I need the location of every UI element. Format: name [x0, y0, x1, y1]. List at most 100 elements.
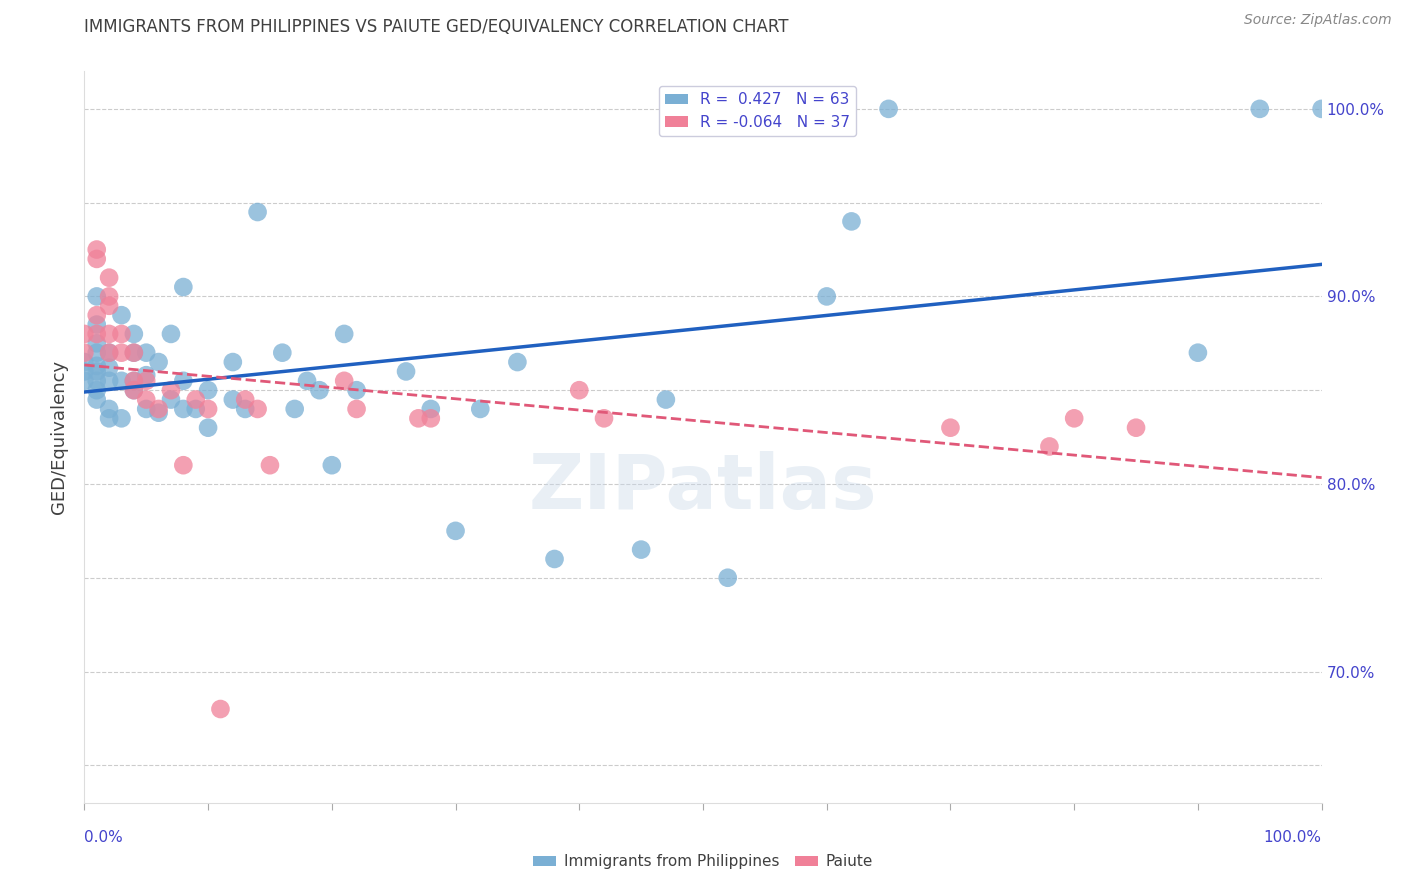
Text: 100.0%: 100.0%: [1264, 830, 1322, 845]
Point: [98, 401, 121, 416]
Point: [1310, 102, 1333, 116]
Point: [148, 355, 170, 369]
Point: [86, 392, 108, 407]
Point: [346, 383, 368, 397]
Point: [1063, 411, 1085, 425]
Point: [939, 420, 962, 434]
Text: 0.0%: 0.0%: [84, 830, 124, 845]
Point: [197, 420, 219, 434]
Point: [98, 299, 121, 313]
Point: [308, 383, 330, 397]
Point: [148, 401, 170, 416]
Point: [86, 359, 108, 373]
Point: [160, 383, 183, 397]
Point: [86, 252, 108, 266]
Y-axis label: GED/Equivalency: GED/Equivalency: [51, 360, 69, 514]
Point: [444, 524, 467, 538]
Point: [110, 326, 132, 341]
Point: [160, 392, 183, 407]
Point: [135, 401, 157, 416]
Point: [346, 401, 368, 416]
Point: [98, 374, 121, 388]
Point: [148, 406, 170, 420]
Point: [470, 401, 492, 416]
Point: [86, 383, 108, 397]
Point: [73, 355, 96, 369]
Point: [86, 336, 108, 351]
Point: [295, 374, 318, 388]
Point: [122, 383, 145, 397]
Point: [209, 702, 232, 716]
Point: [86, 364, 108, 378]
Point: [233, 392, 256, 407]
Point: [333, 326, 356, 341]
Text: Source: ZipAtlas.com: Source: ZipAtlas.com: [1244, 13, 1392, 28]
Point: [73, 345, 96, 359]
Point: [86, 289, 108, 303]
Point: [86, 345, 108, 359]
Point: [184, 401, 207, 416]
Point: [98, 326, 121, 341]
Point: [815, 289, 838, 303]
Point: [122, 383, 145, 397]
Point: [419, 411, 441, 425]
Point: [259, 458, 281, 473]
Point: [73, 326, 96, 341]
Point: [246, 401, 269, 416]
Point: [98, 411, 121, 425]
Point: [172, 280, 194, 294]
Point: [271, 345, 294, 359]
Point: [110, 411, 132, 425]
Point: [841, 214, 863, 228]
Point: [122, 374, 145, 388]
Point: [98, 345, 121, 359]
Point: [321, 458, 343, 473]
Point: [197, 401, 219, 416]
Point: [98, 345, 121, 359]
Point: [86, 318, 108, 332]
Point: [98, 270, 121, 285]
Point: [284, 401, 307, 416]
Point: [98, 289, 121, 303]
Point: [122, 374, 145, 388]
Point: [333, 374, 356, 388]
Text: IMMIGRANTS FROM PHILIPPINES VS PAIUTE GED/EQUIVALENCY CORRELATION CHART: IMMIGRANTS FROM PHILIPPINES VS PAIUTE GE…: [84, 18, 789, 36]
Point: [73, 364, 96, 378]
Point: [877, 102, 900, 116]
Point: [110, 374, 132, 388]
Point: [110, 308, 132, 322]
Point: [222, 392, 245, 407]
Point: [172, 401, 194, 416]
Point: [86, 374, 108, 388]
Point: [1125, 420, 1147, 434]
Point: [184, 392, 207, 407]
Point: [222, 355, 245, 369]
Point: [197, 383, 219, 397]
Text: ZIPatlas: ZIPatlas: [529, 451, 877, 525]
Point: [717, 571, 740, 585]
Point: [135, 374, 157, 388]
Point: [122, 345, 145, 359]
Point: [73, 374, 96, 388]
Point: [86, 243, 108, 257]
Point: [172, 458, 194, 473]
Legend: R =  0.427   N = 63, R = -0.064   N = 37: R = 0.427 N = 63, R = -0.064 N = 37: [659, 87, 856, 136]
Point: [655, 392, 678, 407]
Point: [98, 360, 121, 375]
Point: [1038, 440, 1060, 454]
Point: [160, 326, 183, 341]
Point: [1187, 345, 1209, 359]
Point: [172, 374, 194, 388]
Point: [233, 401, 256, 416]
Point: [506, 355, 529, 369]
Point: [122, 326, 145, 341]
Point: [110, 345, 132, 359]
Point: [86, 308, 108, 322]
Point: [86, 326, 108, 341]
Legend: Immigrants from Philippines, Paiute: Immigrants from Philippines, Paiute: [527, 848, 879, 875]
Point: [408, 411, 430, 425]
Point: [419, 401, 441, 416]
Point: [543, 552, 565, 566]
Point: [593, 411, 616, 425]
Point: [395, 364, 418, 378]
